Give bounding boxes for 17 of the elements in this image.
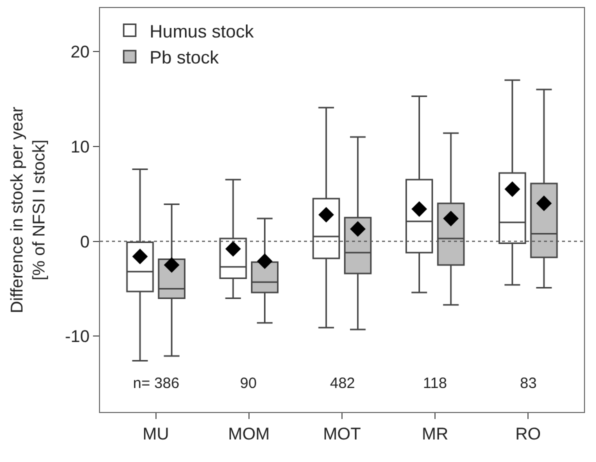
annotation: n= 386 (133, 375, 180, 392)
y-tick-label: 20 (70, 42, 90, 62)
y-axis-title: Difference in stock per year [% of NFSI I stock] (7, 106, 49, 314)
x-tick-label: MU (142, 424, 170, 444)
legend-label: Humus stock (150, 21, 255, 42)
x-tick-label: RO (515, 424, 541, 444)
annotation: 482 (330, 375, 356, 392)
annotation: 90 (240, 375, 257, 392)
x-tick-label: MOT (323, 424, 361, 444)
annotation: 118 (423, 375, 447, 392)
annotation: 83 (520, 375, 537, 392)
legend-label: Pb stock (150, 48, 220, 68)
y-tick-label: 10 (70, 137, 90, 156)
y-tick-label: -10 (65, 327, 90, 346)
y-tick-label: 0 (80, 232, 90, 252)
x-tick-label: MOM (228, 424, 270, 444)
x-tick-label: MR (422, 424, 448, 444)
